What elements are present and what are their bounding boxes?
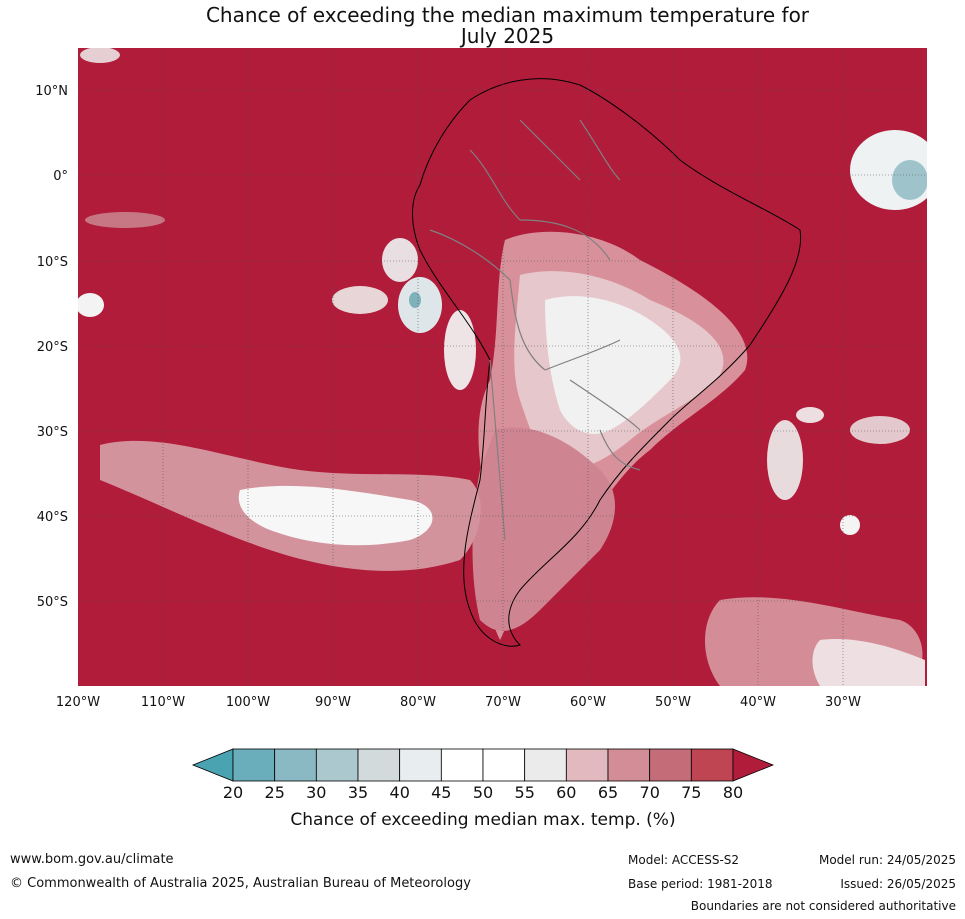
colorbar-cell (274, 748, 317, 782)
colorbar-cell (690, 748, 734, 782)
colorbar-label: 65 (598, 783, 618, 802)
colorbar-label: 25 (265, 783, 285, 802)
colorbar-cell (357, 748, 401, 782)
footer-model: Model: ACCESS-S2 (628, 853, 740, 867)
colorbar-cell (440, 748, 484, 782)
footer-issued: Issued: 26/05/2025 (840, 877, 956, 891)
patch-west-3 (80, 48, 120, 63)
lon-label: 100°W (226, 695, 270, 710)
colorbar-labels: 20 25 30 35 40 45 50 55 60 65 70 75 80 (223, 783, 743, 802)
colorbar-cell (565, 748, 609, 782)
longitude-labels: 120°W 110°W 100°W 90°W 80°W 70°W 60°W 50… (56, 695, 861, 710)
patch-south-atlantic-band-light (812, 639, 925, 686)
footer-disclaimer: Boundaries are not considered authoritat… (690, 899, 956, 913)
lon-label: 120°W (56, 695, 100, 710)
patch-peru-blob-5 (409, 292, 421, 308)
colorbar-high-arrow (732, 748, 775, 782)
colorbar-label: 60 (556, 783, 576, 802)
colorbar-cell (315, 748, 359, 782)
colorbar-label: 70 (640, 783, 660, 802)
colorbar-cell (649, 748, 692, 782)
patch-atlantic-3 (840, 515, 860, 535)
colorbar-label: 40 (390, 783, 410, 802)
patch-pacific-band-white (238, 485, 433, 546)
lon-label: 30°W (825, 695, 861, 710)
colorbar-cell (482, 748, 526, 782)
lon-label: 50°W (655, 695, 691, 710)
colorbar-label: 35 (348, 783, 368, 802)
probability-field (78, 48, 927, 686)
footer-url[interactable]: www.bom.gov.au/climate (10, 852, 174, 867)
patch-atlantic-2 (850, 416, 910, 444)
colorbar-label: 20 (223, 783, 243, 802)
lat-label: 20°S (37, 340, 68, 355)
colorbar-label: 45 (431, 783, 451, 802)
patch-atlantic-4 (796, 407, 824, 423)
lon-label: 80°W (400, 695, 436, 710)
colorbar-cell (399, 748, 442, 782)
patch-south-pink (472, 427, 615, 631)
lon-label: 110°W (141, 695, 185, 710)
graticule (78, 48, 927, 686)
lat-label: 10°S (37, 255, 68, 270)
lon-label: 40°W (740, 695, 776, 710)
colorbar-label: 55 (515, 783, 535, 802)
lon-label: 90°W (315, 695, 351, 710)
lat-label: 40°S (37, 510, 68, 525)
colorbar-label: 50 (473, 783, 493, 802)
patch-interior-white (545, 296, 681, 434)
patch-atlantic-ne-blue (892, 160, 927, 200)
colorbar-title: Chance of exceeding median max. temp. (%… (290, 810, 675, 830)
patch-peru-blob-3 (332, 286, 388, 314)
chart-title: Chance of exceeding the median maximum t… (0, 5, 965, 47)
colorbar-cells (232, 748, 734, 782)
lat-label: 50°S (37, 595, 68, 610)
south-america-coastline (412, 78, 802, 647)
colorbar-low-arrow (191, 748, 234, 782)
lon-label: 60°W (570, 695, 606, 710)
patch-peru-blob-4 (444, 310, 476, 390)
colorbar-label: 30 (306, 783, 326, 802)
footer-base-period: Base period: 1981-2018 (628, 877, 773, 891)
patch-peru-blob-1 (382, 238, 418, 282)
colorbar: 20 25 30 35 40 45 50 55 60 65 70 75 80 C… (191, 748, 775, 830)
title-line-1: Chance of exceeding the median maximum t… (205, 3, 810, 27)
latitude-labels: 10°N 0° 10°S 20°S 30°S 40°S 50°S (35, 84, 68, 610)
lat-label: 30°S (37, 425, 68, 440)
patch-west-1 (78, 293, 104, 317)
country-boundaries (429, 119, 641, 541)
colorbar-cell (607, 748, 651, 782)
colorbar-cell (524, 748, 567, 782)
footer-copyright: © Commonwealth of Australia 2025, Austra… (10, 876, 471, 891)
lon-label: 70°W (485, 695, 521, 710)
footer-model-run: Model run: 24/05/2025 (818, 853, 956, 867)
patch-peru-blob-2 (398, 277, 442, 333)
lat-label: 10°N (35, 84, 68, 99)
colorbar-cell (232, 748, 276, 782)
patch-atlantic-1 (767, 420, 803, 500)
title-line-2: July 2025 (460, 24, 555, 48)
patch-west-2 (85, 212, 165, 228)
colorbar-label: 80 (723, 783, 743, 802)
colorbar-label: 75 (681, 783, 701, 802)
lat-label: 0° (53, 169, 68, 184)
